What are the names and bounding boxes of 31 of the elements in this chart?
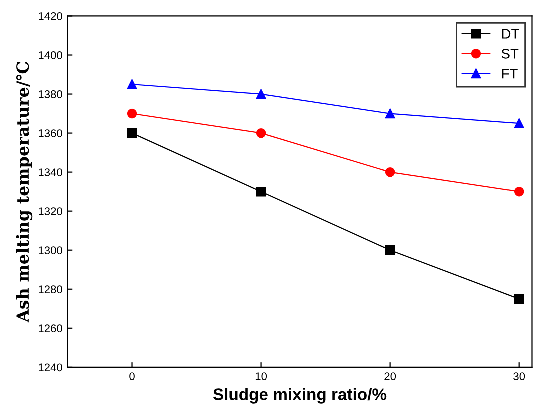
y-tick-label: 1320 [39,208,62,216]
point [385,108,396,119]
legend-label: DT [502,29,520,39]
y-tick-label: 1380 [39,90,62,98]
x-axis-title: Sludge mixing ratio/% [213,388,387,404]
y-tick-label: 1340 [39,168,62,176]
point [127,128,138,138]
x-tick-label: 30 [514,372,526,380]
x-tick-label: 10 [256,372,268,380]
x-tick-label: 0 [130,372,135,380]
legend-label: FT [502,69,518,79]
y-tick-label: 1300 [39,246,62,254]
point [514,118,524,128]
point [514,186,524,197]
y-tick-label: 1420 [39,12,62,20]
y-tick-label: 1240 [39,364,62,372]
point [127,80,138,90]
point [385,246,396,256]
y-axis-title: Ash melting temperature/℃ [16,62,33,323]
y-tick-label: 1260 [39,324,62,333]
legend-label: ST [502,49,519,59]
point [256,128,266,138]
x-tick-label: 20 [384,372,396,380]
y-tick-label: 1400 [39,52,62,60]
point [385,167,396,178]
point [127,108,138,119]
point [256,186,266,197]
point [514,294,524,304]
y-tick-label: 1280 [39,286,62,294]
point [256,89,266,100]
y-tick-label: 1360 [39,130,62,138]
